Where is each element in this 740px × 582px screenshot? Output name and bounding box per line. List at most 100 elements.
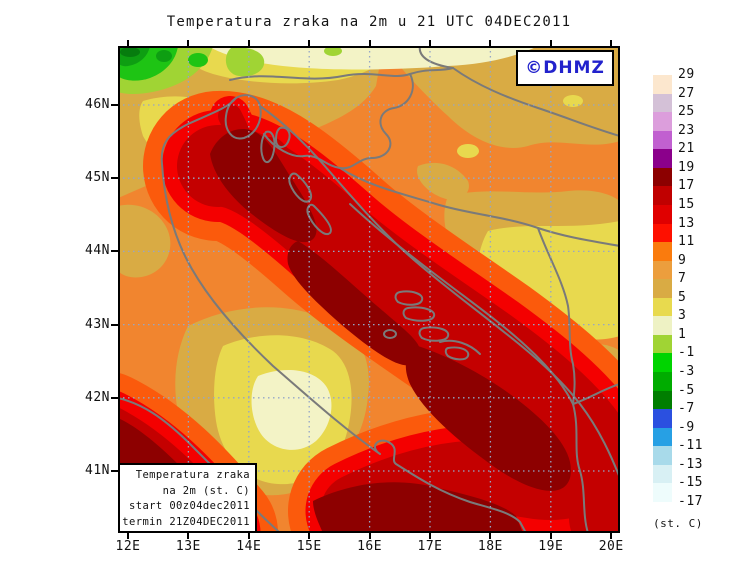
colorbar-level-label: 29: [678, 67, 695, 82]
colorbar-level-label: -9: [678, 419, 695, 435]
x-axis-label: 12E: [115, 539, 141, 554]
colorbar-swatch: [653, 130, 672, 150]
colorbar-swatch: [653, 353, 672, 373]
colorbar-swatch: [653, 260, 672, 280]
x-tick-top: [489, 40, 492, 46]
colorbar-swatch: [653, 427, 672, 447]
colorbar-level-label: 11: [678, 234, 695, 250]
x-axis-label: 13E: [175, 539, 201, 554]
colorbar-swatch: [653, 446, 672, 466]
y-axis-label: 42N: [85, 389, 110, 405]
y-tick: [111, 104, 118, 106]
x-tick: [610, 533, 613, 539]
colorbar-level-label: 3: [678, 308, 687, 324]
x-axis-label: 16E: [357, 539, 383, 554]
y-axis-label: 41N: [85, 463, 110, 478]
colorbar-swatch: [653, 464, 672, 484]
x-axis-label: 19E: [538, 539, 564, 554]
colorbar-swatch: [653, 186, 672, 206]
colorbar-level-label: 17: [678, 178, 695, 194]
info-line: termin 21Z04DEC2011: [122, 515, 250, 528]
info-line: start 00z04dec2011: [129, 500, 250, 512]
colorbar-swatch: [653, 390, 672, 410]
y-tick: [111, 396, 118, 399]
info-line: na 2m (st. C): [162, 484, 250, 497]
coastlines-borders: [118, 46, 620, 533]
colorbar-swatch: [653, 204, 672, 225]
y-axis-label: 45N: [85, 170, 110, 186]
x-tick: [127, 533, 129, 539]
colorbar-level-label: -11: [678, 438, 703, 454]
colorbar-swatch: [653, 242, 672, 262]
x-tick-top: [247, 40, 250, 46]
x-tick-top: [308, 40, 311, 46]
colorbar-swatch: [653, 75, 672, 95]
colorbar-swatch: [653, 409, 672, 429]
copyright-box: ©DHMZ: [516, 50, 614, 86]
copyright-text: ©DHMZ: [525, 58, 605, 78]
x-axis-label: 15E: [296, 539, 322, 554]
colorbar-level-label: 21: [678, 141, 695, 157]
y-axis-label: 46N: [85, 97, 110, 112]
map-frame: [118, 46, 620, 533]
x-tick: [429, 533, 431, 539]
colorbar-swatch: [653, 483, 672, 503]
y-tick: [111, 470, 118, 472]
y-axis-label: 44N: [85, 243, 110, 259]
colorbar-level-label: 9: [678, 252, 687, 268]
colorbar-level-label: -17: [678, 493, 703, 509]
colorbar-level-label: 23: [678, 122, 695, 138]
colorbar-swatch: [653, 112, 672, 132]
colorbar-level-label: 13: [678, 215, 695, 231]
colorbar-level-label: 15: [678, 196, 695, 212]
colorbar-level-label: -7: [678, 401, 695, 417]
colorbar-swatch: [653, 316, 672, 336]
x-tick-top: [187, 40, 190, 46]
x-axis-label: 18E: [477, 539, 503, 554]
colorbar-swatch: [653, 279, 672, 299]
colorbar-level-label: -5: [678, 382, 695, 398]
temperature-shading: [118, 46, 620, 533]
grid-lines: [118, 46, 620, 533]
colorbar-swatch: [653, 334, 672, 354]
info-box: Temperatura zraka na 2m (st. C) start 00…: [118, 463, 257, 533]
colorbar-swatch: [653, 149, 672, 169]
y-tick: [111, 250, 118, 253]
temperature-map: [118, 46, 620, 533]
colorbar-level-label: -13: [678, 456, 703, 472]
x-tick-top: [127, 40, 129, 46]
colorbar-swatch: [653, 167, 672, 187]
colorbar-level-label: 1: [678, 326, 687, 342]
colorbar-level-label: 19: [678, 159, 695, 175]
x-tick-top: [610, 40, 613, 46]
x-tick-top: [368, 40, 371, 46]
x-axis-label: 14E: [236, 539, 262, 554]
x-axis-label: 17E: [417, 539, 443, 554]
y-tick: [111, 323, 118, 326]
colorbar-level-label: 27: [678, 85, 695, 101]
x-tick: [247, 533, 250, 539]
colorbar-swatch: [653, 372, 672, 392]
x-tick: [489, 533, 492, 539]
x-axis-label: 20E: [598, 539, 624, 554]
colorbar-level-label: 25: [678, 104, 695, 120]
y-axis-label: 43N: [85, 316, 110, 332]
page-title: Temperatura zraka na 2m u 21 UTC 04DEC20…: [166, 14, 572, 30]
colorbar-swatch: [653, 93, 672, 113]
colorbar-level-label: 5: [678, 289, 687, 305]
x-tick-top: [549, 40, 552, 46]
x-tick: [368, 533, 371, 539]
y-tick: [111, 177, 118, 180]
colorbar-level-label: -3: [678, 364, 695, 380]
colorbar-swatch: [653, 223, 672, 243]
colorbar-swatch: [653, 297, 672, 317]
colorbar-level-label: -1: [678, 345, 695, 361]
colorbar-level-label: 7: [678, 271, 687, 287]
x-tick: [549, 533, 552, 539]
colorbar-level-label: -15: [678, 475, 703, 491]
colorbar-unit-label: (st. C): [653, 517, 703, 530]
x-tick-top: [429, 40, 431, 46]
x-tick: [308, 533, 311, 539]
x-tick: [187, 533, 190, 539]
